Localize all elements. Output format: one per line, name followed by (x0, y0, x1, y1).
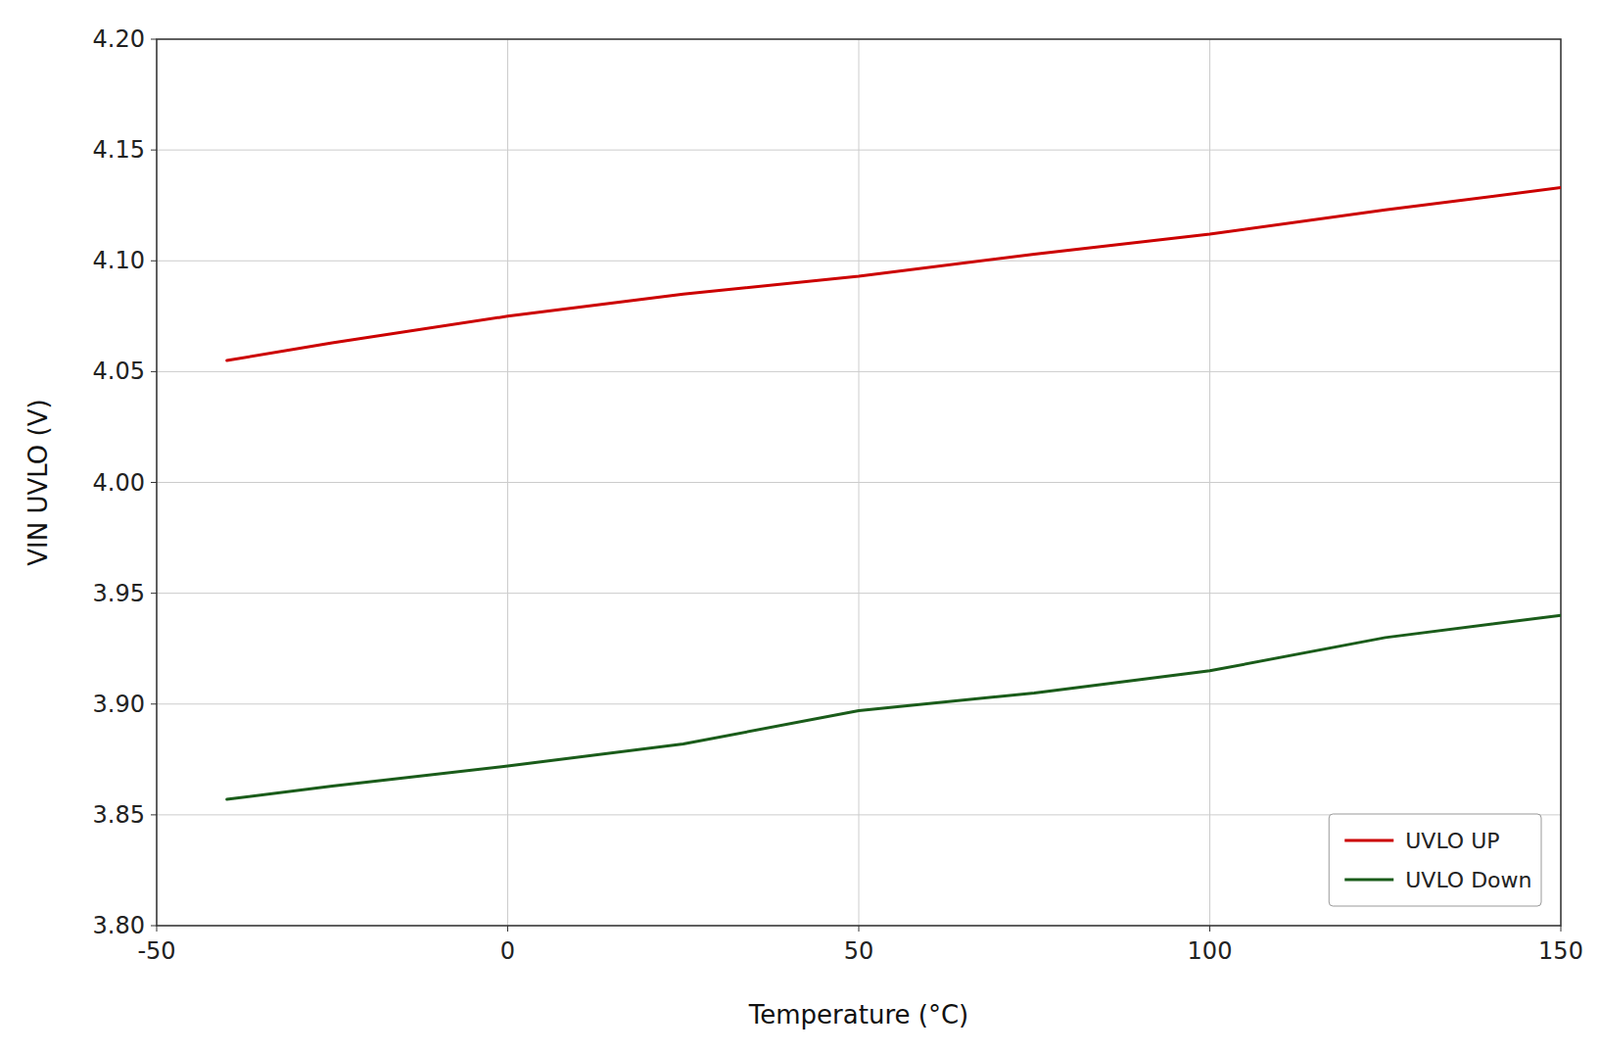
y-tick (150, 481, 157, 483)
plot-frame (156, 39, 1561, 926)
legend-box (1328, 813, 1542, 906)
x-tick (858, 925, 860, 932)
series-lines (227, 188, 1561, 800)
y-grid-line (156, 481, 1561, 483)
y-tick-label: 4.20 (93, 25, 145, 53)
y-grid-line (156, 703, 1561, 705)
y-tick (150, 260, 157, 262)
y-tick-label: 4.05 (93, 357, 145, 385)
y-grid-line (156, 592, 1561, 594)
legend-label: UVLO UP (1405, 828, 1500, 853)
y-tick (150, 149, 157, 151)
x-tick-label: 150 (1538, 937, 1584, 965)
y-tick (150, 371, 157, 373)
y-tick-label: 3.80 (93, 911, 145, 940)
x-tick-label: -50 (137, 937, 176, 965)
y-tick (150, 39, 157, 41)
x-tick (1209, 925, 1211, 932)
y-tick-label: 3.85 (93, 800, 145, 829)
x-tick-label: 100 (1187, 937, 1233, 965)
x-tick (156, 925, 158, 932)
legend-swatch (1344, 878, 1394, 882)
grid (156, 39, 1561, 926)
y-tick (150, 703, 157, 705)
series-line (227, 188, 1561, 361)
legend-label: UVLO Down (1405, 867, 1532, 893)
legend-swatch (1344, 839, 1394, 843)
x-tick-label: 0 (500, 937, 516, 965)
tick-labels: -50 0 50 100 150 3.80 3.85 3.90 3.95 4.00 4.05 4.10… (93, 25, 1584, 965)
y-tick-label: 4.10 (93, 246, 145, 275)
x-axis-label: Temperature (°C) (748, 999, 969, 1030)
x-tick (1560, 925, 1562, 932)
x-tick-label: 50 (844, 937, 875, 965)
series-line (227, 614, 1561, 800)
y-tick (150, 925, 157, 927)
y-tick-label: 3.95 (93, 579, 145, 608)
y-grid-line (156, 371, 1561, 373)
y-axis-label: VIN UVLO (V) (23, 398, 53, 565)
y-tick (150, 592, 157, 594)
y-tick (150, 813, 157, 815)
y-grid-line (156, 149, 1561, 151)
y-tick-label: 3.90 (93, 690, 145, 718)
chart: -50 0 50 100 150 3.80 3.85 3.90 3.95 4.00 4.05 4.10… (0, 0, 1600, 1053)
plot-area (156, 39, 1561, 926)
y-grid-line (156, 260, 1561, 262)
y-tick-label: 4.00 (93, 469, 145, 497)
y-tick-label: 4.15 (93, 136, 145, 164)
x-tick (507, 925, 509, 932)
legend: UVLO UP UVLO Down (1328, 813, 1542, 906)
